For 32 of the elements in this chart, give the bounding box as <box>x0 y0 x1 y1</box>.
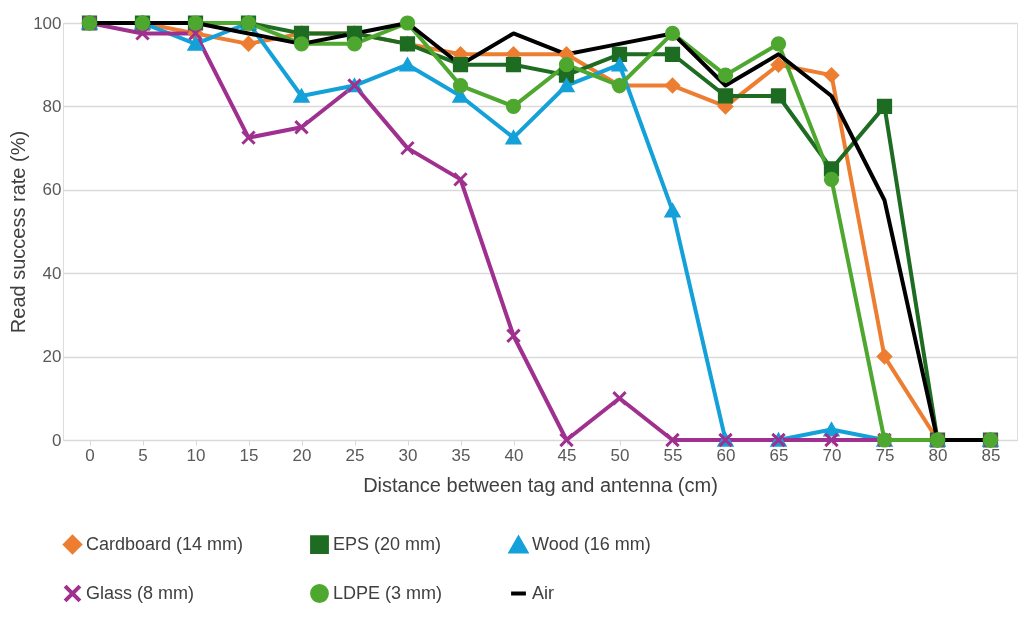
x-tick-label: 70 <box>822 445 842 465</box>
y-tick-label: 80 <box>42 96 62 116</box>
x-tick-label: 55 <box>663 445 683 465</box>
x-tick-label: 60 <box>716 445 736 465</box>
legend-label: Glass (8 mm) <box>86 582 194 603</box>
x-tick-label: 85 <box>981 445 1001 465</box>
x-tick-label: 35 <box>451 445 471 465</box>
x-tick-label: 65 <box>769 445 789 465</box>
x-tick-label: 5 <box>138 445 148 465</box>
y-tick-label: 0 <box>52 430 62 450</box>
x-tick-label: 10 <box>186 445 206 465</box>
y-tick-label: 60 <box>42 180 62 200</box>
legend-label: LDPE (3 mm) <box>333 582 443 603</box>
x-tick-label: 50 <box>610 445 630 465</box>
legend-label: Air <box>532 582 554 603</box>
x-tick-label: 25 <box>345 445 365 465</box>
y-axis-title: Read success rate (%) <box>7 130 30 334</box>
x-tick-label: 45 <box>557 445 577 465</box>
x-tick-label: 0 <box>85 445 95 465</box>
legend-label: EPS (20 mm) <box>333 533 442 554</box>
x-axis-title: Distance between tag and antenna (cm) <box>363 473 718 496</box>
x-tick-label: 30 <box>398 445 418 465</box>
y-tick-label: 40 <box>42 263 62 283</box>
x-tick-label: 40 <box>504 445 524 465</box>
x-tick-label: 15 <box>239 445 259 465</box>
x-tick-label: 75 <box>875 445 895 465</box>
legend-label: Cardboard (14 mm) <box>86 533 244 554</box>
y-tick-label: 20 <box>42 347 62 367</box>
y-tick-label: 100 <box>33 13 62 33</box>
x-tick-label: 80 <box>928 445 948 465</box>
x-tick-label: 20 <box>292 445 312 465</box>
legend-label: Wood (16 mm) <box>532 534 651 555</box>
